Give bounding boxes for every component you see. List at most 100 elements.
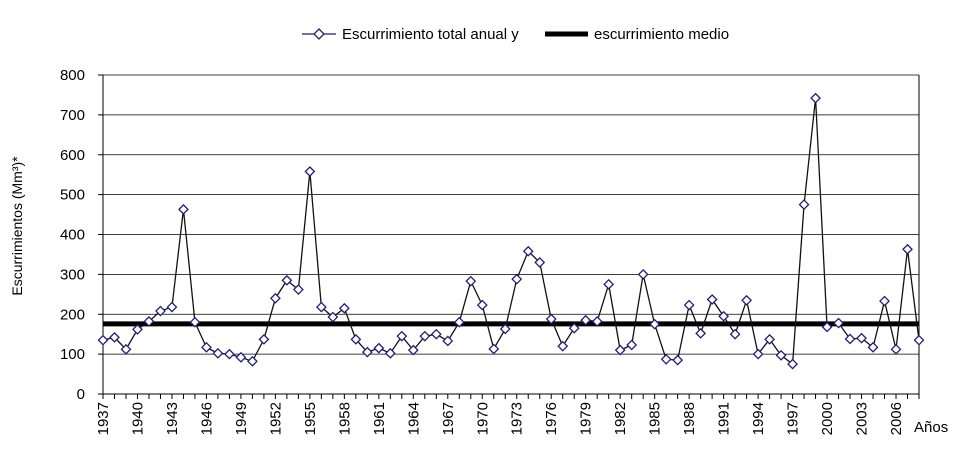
- data-point-1978: [568, 322, 580, 334]
- data-point-1949: [235, 351, 247, 363]
- data-point-1992: [729, 328, 741, 340]
- data-point-2003: [856, 332, 867, 344]
- data-point-1940: [132, 323, 143, 335]
- data-point-1984: [637, 268, 649, 280]
- data-point-1982: [614, 344, 626, 356]
- annual-series: [97, 92, 925, 370]
- x-tick-label: 1994: [750, 402, 767, 435]
- data-point-1964: [407, 344, 419, 356]
- x-tick-label: 1937: [95, 402, 112, 435]
- x-tick-label: 1946: [198, 402, 215, 435]
- data-point-1967: [442, 335, 454, 347]
- data-point-1976: [545, 313, 557, 325]
- legend-series-label: Escurrimiento total anual y: [342, 26, 519, 43]
- x-tick-label: 1958: [336, 402, 353, 435]
- data-point-1948: [224, 348, 235, 360]
- x-tick-label: 1991: [716, 402, 733, 435]
- data-point-1937: [97, 334, 109, 346]
- legend-mean-label: escurrimiento medio: [594, 26, 729, 43]
- data-point-1977: [557, 340, 569, 352]
- x-tick-label: 1943: [164, 402, 181, 435]
- data-point-1939: [120, 343, 132, 355]
- data-point-1941: [143, 316, 155, 327]
- y-axis-title: Escurrimientos (Mm³)*: [9, 156, 25, 296]
- data-point-1972: [499, 323, 511, 335]
- grid: [103, 74, 919, 355]
- y-tick-label: 0: [77, 386, 85, 403]
- data-point-1965: [419, 330, 431, 342]
- x-tick-label: 1961: [371, 402, 388, 435]
- data-point-1991: [718, 310, 730, 322]
- legend: Escurrimiento total anual y escurrimient…: [302, 26, 729, 43]
- data-point-1956: [315, 301, 327, 313]
- data-point-1944: [178, 203, 189, 215]
- data-point-1969: [465, 275, 477, 287]
- x-tick-label: 1952: [267, 402, 284, 435]
- data-point-1945: [189, 316, 201, 328]
- x-tick-label: 1955: [302, 402, 319, 435]
- legend-series-marker: [313, 28, 325, 40]
- data-point-2000: [821, 321, 833, 333]
- data-point-2007: [902, 243, 913, 255]
- data-point-1985: [649, 318, 661, 330]
- data-point-2005: [879, 295, 890, 307]
- data-point-1951: [258, 333, 270, 345]
- data-point-1952: [269, 292, 281, 304]
- data-point-1947: [212, 347, 224, 359]
- data-point-1943: [166, 301, 178, 313]
- data-point-1957: [327, 311, 339, 323]
- data-point-1995: [764, 333, 776, 345]
- data-point-1997: [787, 358, 798, 370]
- x-tick-label: 1979: [578, 402, 595, 435]
- data-point-1962: [384, 347, 396, 359]
- data-point-2008: [913, 334, 925, 346]
- data-point-2004: [867, 341, 879, 353]
- data-point-1988: [683, 299, 695, 311]
- x-tick-label: 1949: [233, 402, 250, 435]
- data-point-1959: [350, 333, 362, 345]
- data-point-1996: [775, 349, 787, 361]
- data-point-1974: [522, 245, 534, 257]
- data-point-1950: [246, 355, 258, 367]
- data-point-1993: [741, 294, 753, 306]
- y-tick-label: 500: [60, 187, 85, 204]
- data-point-1953: [281, 274, 293, 286]
- data-point-1973: [511, 273, 523, 285]
- data-point-1979: [580, 314, 592, 326]
- data-point-1970: [476, 299, 488, 311]
- data-point-2001: [833, 317, 844, 329]
- data-point-1989: [695, 327, 707, 339]
- data-point-1994: [752, 348, 764, 360]
- data-point-1938: [109, 331, 120, 343]
- x-tick-label: 1964: [405, 402, 422, 435]
- data-point-1983: [626, 339, 638, 351]
- data-point-1975: [534, 256, 546, 268]
- data-point-1946: [201, 341, 212, 353]
- data-point-2006: [890, 343, 902, 355]
- data-point-1961: [373, 342, 385, 354]
- data-point-1987: [672, 354, 684, 366]
- data-point-1980: [591, 316, 603, 327]
- x-axis-title: Años: [914, 419, 948, 436]
- x-ticks: 1937 1940 1943 1946 1949 1952 1955 1958 1961 1964…: [95, 394, 920, 435]
- y-tick-label: 200: [60, 306, 85, 323]
- y-ticks: 0 100 200 300 400 500 600 700 800: [60, 67, 103, 403]
- x-tick-label: 1967: [440, 402, 457, 435]
- data-point-1986: [660, 353, 672, 365]
- data-point-1990: [706, 294, 718, 305]
- y-tick-label: 600: [60, 147, 85, 164]
- data-point-1942: [155, 305, 166, 317]
- data-point-1954: [292, 284, 304, 295]
- data-point-1968: [453, 316, 465, 328]
- data-point-1958: [338, 302, 350, 314]
- data-point-1981: [603, 278, 615, 290]
- x-tick-label: 2003: [854, 402, 871, 435]
- data-point-1998: [798, 199, 810, 211]
- data-point-1971: [488, 343, 500, 355]
- data-point-1955: [304, 166, 316, 177]
- x-tick-label: 2000: [819, 402, 836, 435]
- y-tick-label: 400: [60, 227, 85, 244]
- y-tick-label: 300: [60, 266, 85, 283]
